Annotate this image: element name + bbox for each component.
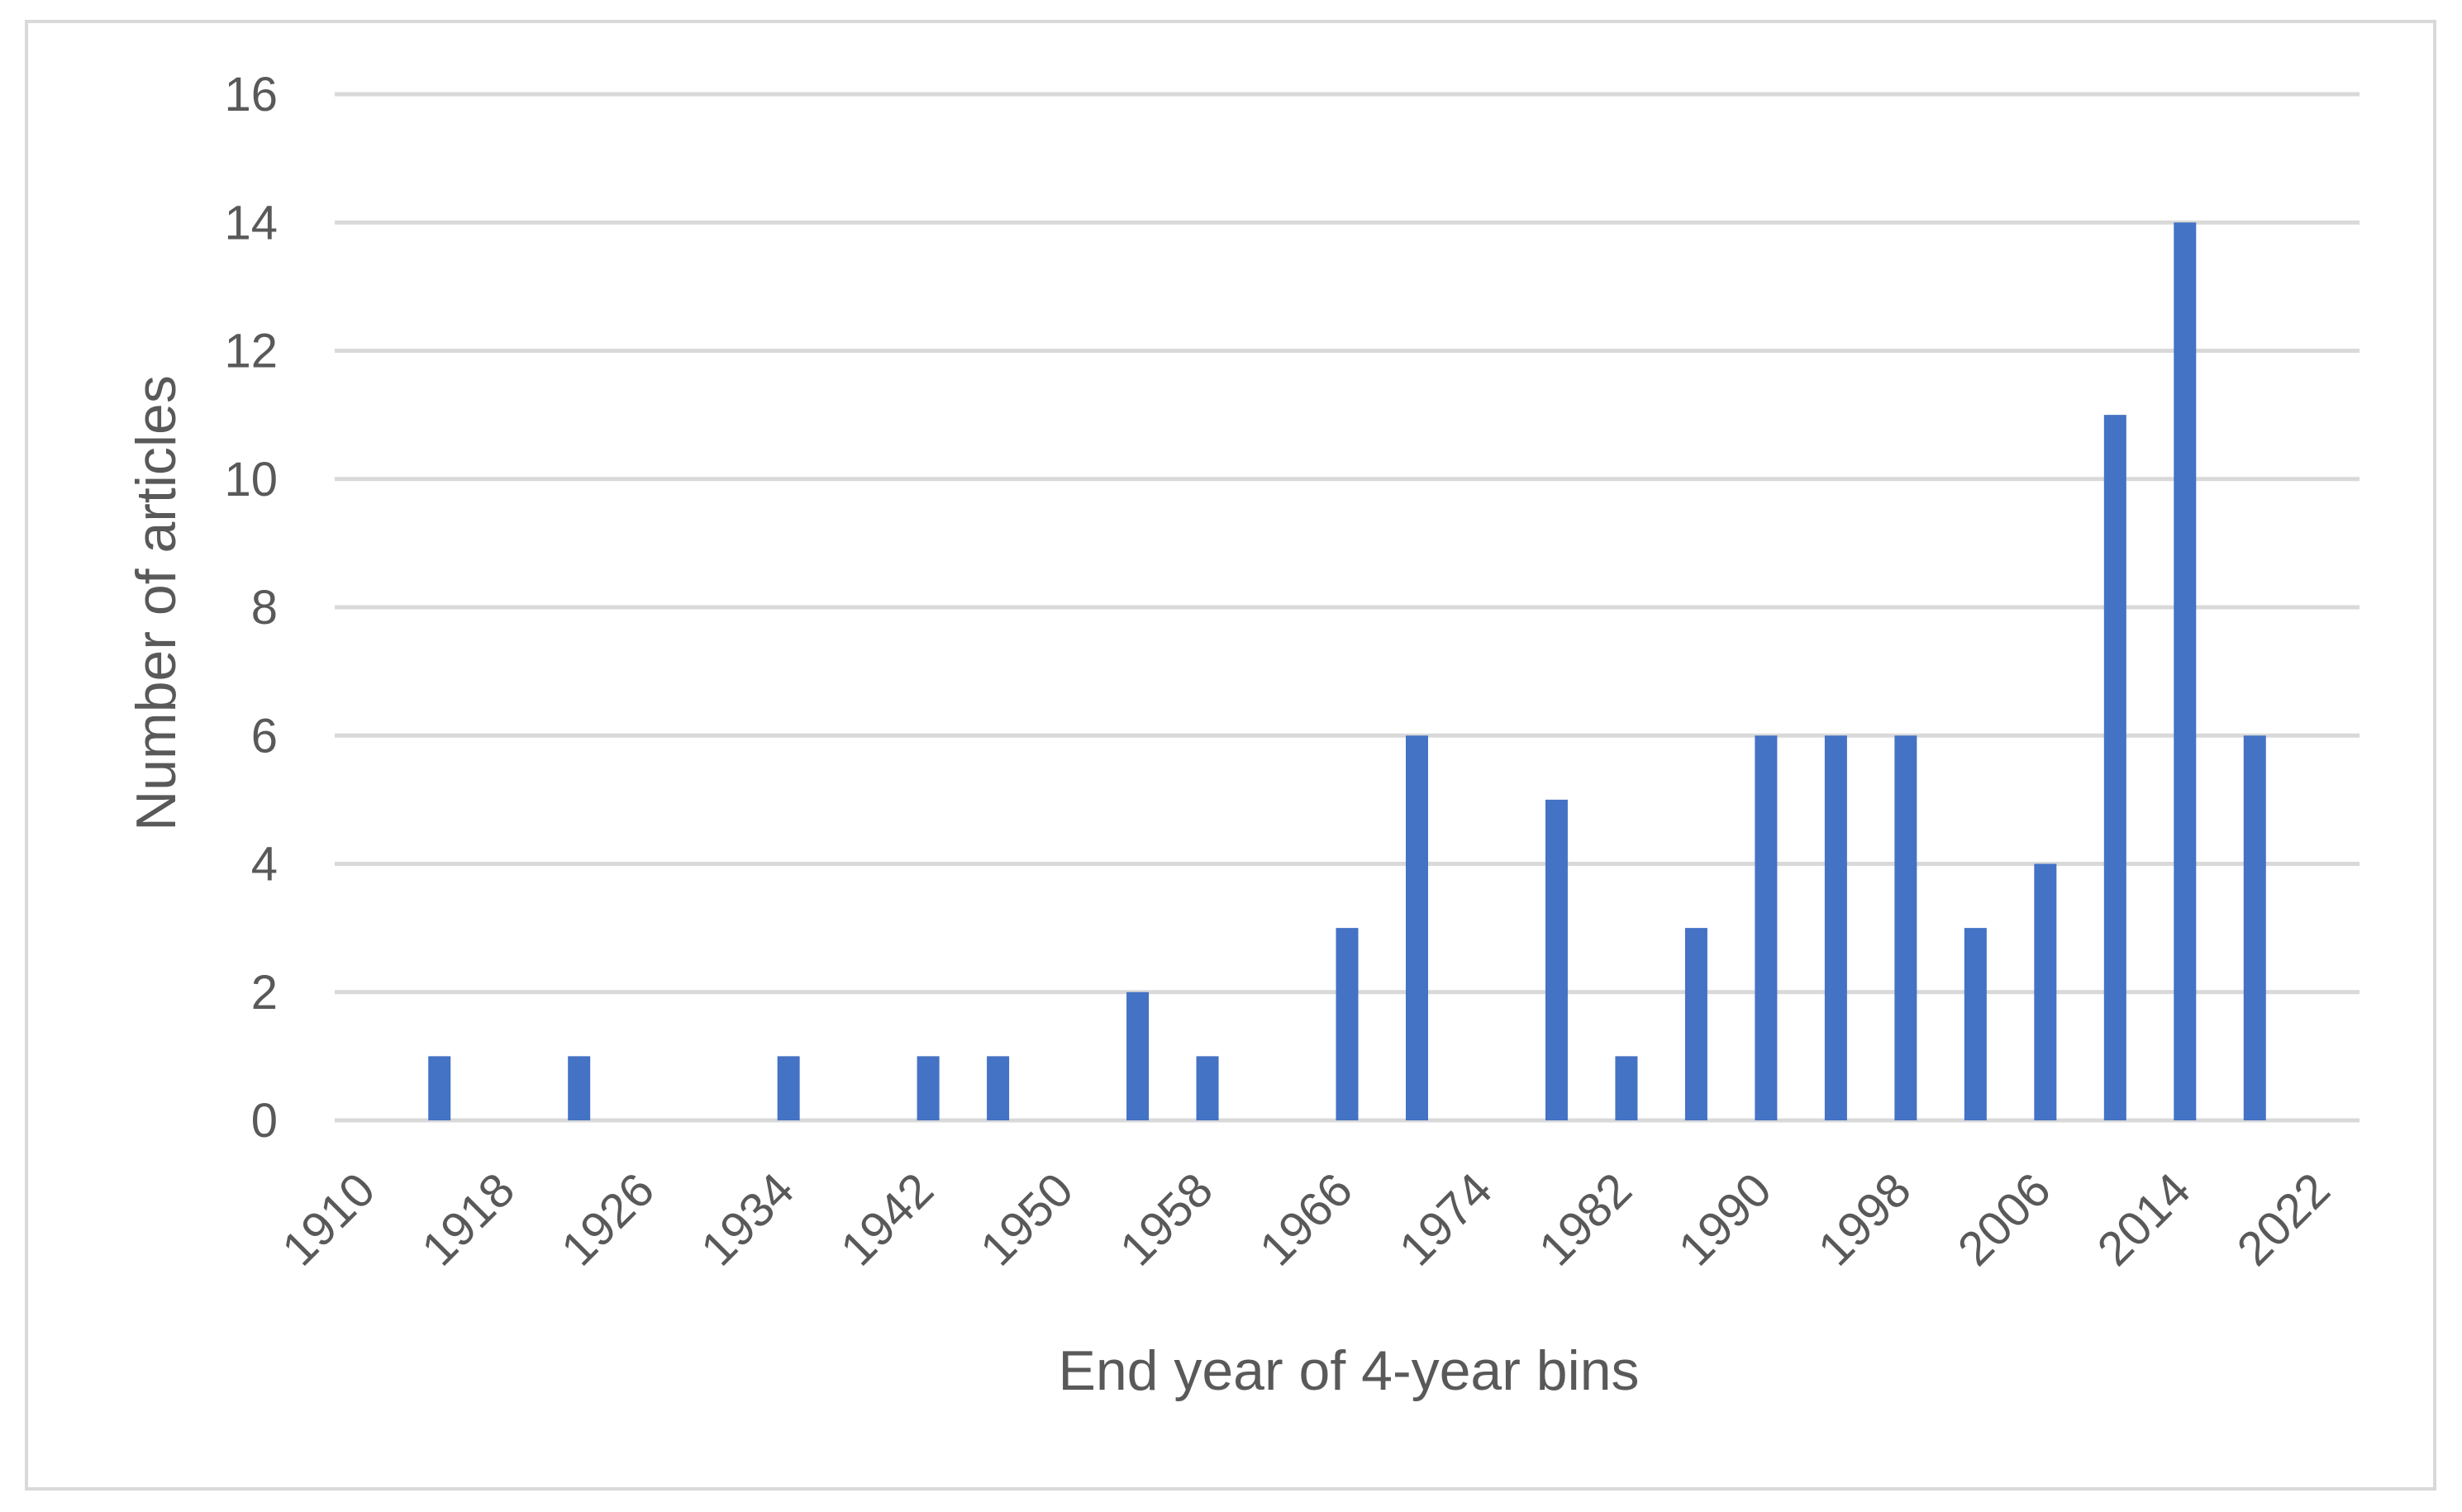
bar-1982 <box>1615 1056 1638 1120</box>
bar-2018 <box>2243 735 2266 1120</box>
bar-1922 <box>568 1056 591 1120</box>
bar-1946 <box>987 1056 1010 1120</box>
x-tick-label: 2014 <box>2088 1163 2201 1276</box>
y-tick-label: 10 <box>224 453 278 506</box>
bar-1934 <box>777 1056 800 1120</box>
bar-1958 <box>1196 1056 1219 1120</box>
y-axis-title: Number of articles <box>125 375 188 831</box>
x-tick-label: 1934 <box>691 1163 804 1276</box>
y-tick-label: 16 <box>224 68 278 121</box>
y-tick-label: 2 <box>251 966 278 1020</box>
x-tick-label: 2022 <box>2227 1163 2341 1276</box>
x-axis-ticks: 1910 1918 1926 1934 1942 1950 1958 1966 1974 1982… <box>272 1163 2341 1276</box>
bar-1942 <box>917 1056 940 1120</box>
y-tick-label: 8 <box>251 581 278 635</box>
x-tick-label: 1950 <box>970 1163 1083 1276</box>
bar-2002 <box>1964 928 1987 1120</box>
bar-2014 <box>2174 222 2197 1120</box>
x-tick-label: 1918 <box>412 1163 525 1276</box>
y-tick-label: 0 <box>251 1094 278 1148</box>
bar-1954 <box>1126 991 1150 1120</box>
x-tick-label: 1910 <box>272 1163 385 1276</box>
bar-1914 <box>428 1056 451 1120</box>
x-tick-label: 1926 <box>551 1163 664 1276</box>
bar-2006 <box>2034 863 2057 1120</box>
y-tick-label: 6 <box>251 709 278 763</box>
bar-1990 <box>1755 735 1778 1120</box>
y-tick-label: 4 <box>251 838 278 892</box>
chart-frame <box>25 20 2436 1491</box>
bar-1994 <box>1824 735 1847 1120</box>
bar-2010 <box>2103 415 2126 1120</box>
x-tick-label: 1990 <box>1669 1163 1782 1276</box>
x-axis-title: End year of 4-year bins <box>1058 1339 1639 1402</box>
x-tick-label: 1982 <box>1529 1163 1642 1276</box>
bar-1966 <box>1336 928 1359 1120</box>
x-tick-label: 1974 <box>1389 1163 1502 1276</box>
bar-1998 <box>1894 735 1917 1120</box>
bar-1970 <box>1405 735 1428 1120</box>
gridlines <box>335 92 2360 1123</box>
x-tick-label: 1998 <box>1808 1163 1922 1276</box>
bars <box>428 222 2266 1120</box>
x-tick-label: 1958 <box>1110 1163 1223 1276</box>
x-tick-label: 1942 <box>831 1163 944 1276</box>
y-tick-label: 12 <box>224 325 278 378</box>
y-tick-label: 14 <box>224 196 278 250</box>
bar-1986 <box>1684 928 1707 1120</box>
y-axis-ticks: 0 2 4 6 8 10 12 14 16 <box>224 68 278 1148</box>
bar-1978 <box>1545 799 1568 1120</box>
x-tick-label: 2006 <box>1948 1163 2061 1276</box>
x-tick-label: 1966 <box>1250 1163 1363 1276</box>
